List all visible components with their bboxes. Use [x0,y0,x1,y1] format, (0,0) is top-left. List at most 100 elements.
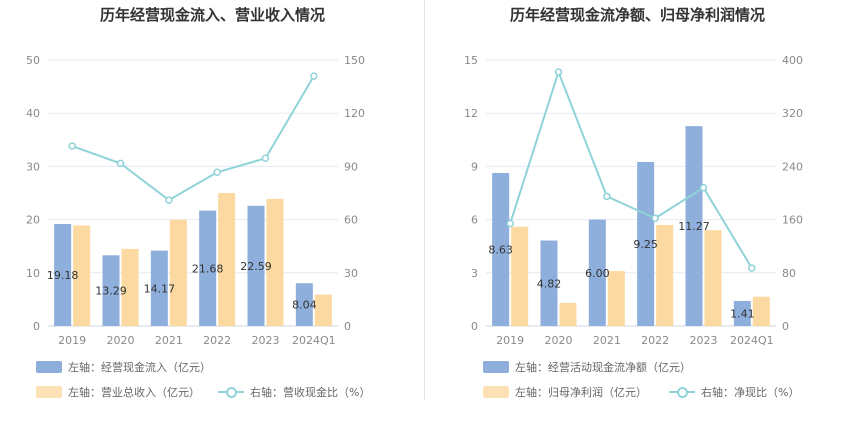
legend-item-bar2[interactable]: 左轴：营业总收入（亿元） [36,384,200,400]
x-tick-label: 2019 [496,334,524,347]
line-series [509,68,753,269]
data-label: 22.59 [240,260,272,273]
bar-series-2 [73,225,91,326]
legend-swatch [483,386,509,398]
bar-series-2 [607,271,625,326]
y-left-tick-label: 40 [26,107,40,120]
x-tick-label: 2020 [545,334,573,347]
legend-item-bar1[interactable]: 左轴：经营活动现金流净额（亿元） [483,359,691,375]
y-right-tick-label: 160 [782,214,803,227]
bar-series-1 [637,161,655,326]
bar-series-2 [169,219,187,326]
line-point [603,192,611,201]
y-left-tick-label: 3 [471,267,478,280]
line-point [310,72,318,80]
y-right-tick-label: 400 [782,54,803,67]
data-label: 6.00 [585,267,610,280]
legend-swatch [36,361,62,373]
panel-divider [424,0,425,400]
x-tick-label: 2024Q1 [730,334,774,347]
x-tick-label: 2022 [641,334,669,347]
legend-item-bar1[interactable]: 左轴：经营现金流入（亿元） [36,359,211,375]
y-right-tick-label: 30 [344,267,358,280]
legend-swatch [36,386,62,398]
bar-series-1 [295,283,313,326]
data-label: 8.04 [292,299,317,312]
chart-panel-left: 历年经营现金流入、营业收入情况 0 10 20 30 40 50 0 30 60 90 120 150… [26,6,370,400]
data-label: 13.29 [95,285,127,298]
y-right-tick-label: 150 [344,54,365,67]
legend-item-line[interactable]: 右轴：营收现金比（%） [218,384,370,400]
bar-series-2 [121,248,139,326]
y-right-tick-label: 0 [344,320,351,333]
y-left-tick-label: 9 [471,160,478,173]
line-point [651,214,659,223]
line-point [261,154,270,162]
x-tick-label: 2024Q1 [292,334,336,347]
bar-series-2 [559,302,577,326]
line-point [68,142,76,150]
bar-series-1 [199,210,217,326]
legend-swatch [483,361,509,373]
line-point [748,264,756,272]
line-series [71,75,315,202]
y-left-tick-label: 0 [471,320,478,333]
y-left-tick-label: 30 [26,160,40,173]
data-label: 1.41 [730,307,755,320]
bar-series-1 [685,126,703,327]
y-right-tick-label: 90 [344,160,358,173]
data-label: 21.68 [192,262,224,275]
chart-panel-right: 历年经营现金流净额、归母净利润情况 0 3 6 9 12 15 0 80 160 240 320 40… [425,0,850,437]
y-left-tick-label: 10 [26,267,40,280]
line-point [116,159,125,168]
y-left-tick-label: 0 [33,320,40,333]
y-right-tick-label: 0 [782,320,789,333]
y-right-tick-label: 240 [782,160,803,173]
y-left-tick-label: 15 [464,54,478,67]
legend-item-bar2[interactable]: 左轴：归母净利润（亿元） [483,384,647,400]
bar-series-2 [656,224,674,326]
y-left-tick-label: 20 [26,214,40,227]
y-left-tick-label: 12 [464,107,478,120]
bar-series-1 [540,240,558,326]
chart-title: 历年经营现金流净额、归母净利润情况 [509,6,765,24]
chart-title: 历年经营现金流入、营业收入情况 [99,6,325,24]
x-tick-label: 2021 [593,334,621,347]
chart-svg-left: 0 10 20 30 40 50 0 30 60 90 120 150 2019 2020 2021 2022… [26,54,365,347]
y-right-tick-label: 60 [344,214,358,227]
y-right-tick-label: 120 [344,107,365,120]
bar-series-1 [150,250,168,326]
bar-series-2 [218,193,236,326]
data-label: 14.17 [144,282,176,295]
x-tick-label: 2021 [155,334,183,347]
data-label: 19.18 [47,269,79,282]
bar-series-2 [511,226,529,326]
bar-series-1 [102,255,120,326]
legend-line-icon [669,386,695,398]
legend-item-line[interactable]: 右轴：净现比（%） [669,384,799,400]
y-right-tick-label: 320 [782,107,803,120]
bar-series-1 [492,172,510,326]
bar-series-2 [752,296,770,326]
data-label: 11.27 [678,220,710,233]
bar-series-2 [704,230,722,326]
chart-svg-right: 0 3 6 9 12 15 0 80 160 240 320 400 2019 2020 2021 2022 2… [464,54,803,347]
x-tick-label: 2019 [58,334,86,347]
x-tick-label: 2022 [203,334,231,347]
x-tick-label: 2023 [690,334,718,347]
y-left-tick-label: 6 [471,214,478,227]
line-point [506,219,514,228]
bar-series-1 [588,219,606,326]
line-point [165,196,173,204]
y-left-tick-label: 50 [26,54,40,67]
data-label: 9.25 [633,238,658,251]
x-tick-label: 2023 [252,334,280,347]
data-label: 8.63 [488,243,513,256]
bar-series-2 [314,294,332,326]
bar-series-1 [247,205,265,326]
bar-series-1 [733,300,751,326]
bar-series-2 [266,198,284,326]
x-tick-label: 2020 [107,334,135,347]
line-point [554,68,563,76]
bar-series-1 [54,223,72,326]
